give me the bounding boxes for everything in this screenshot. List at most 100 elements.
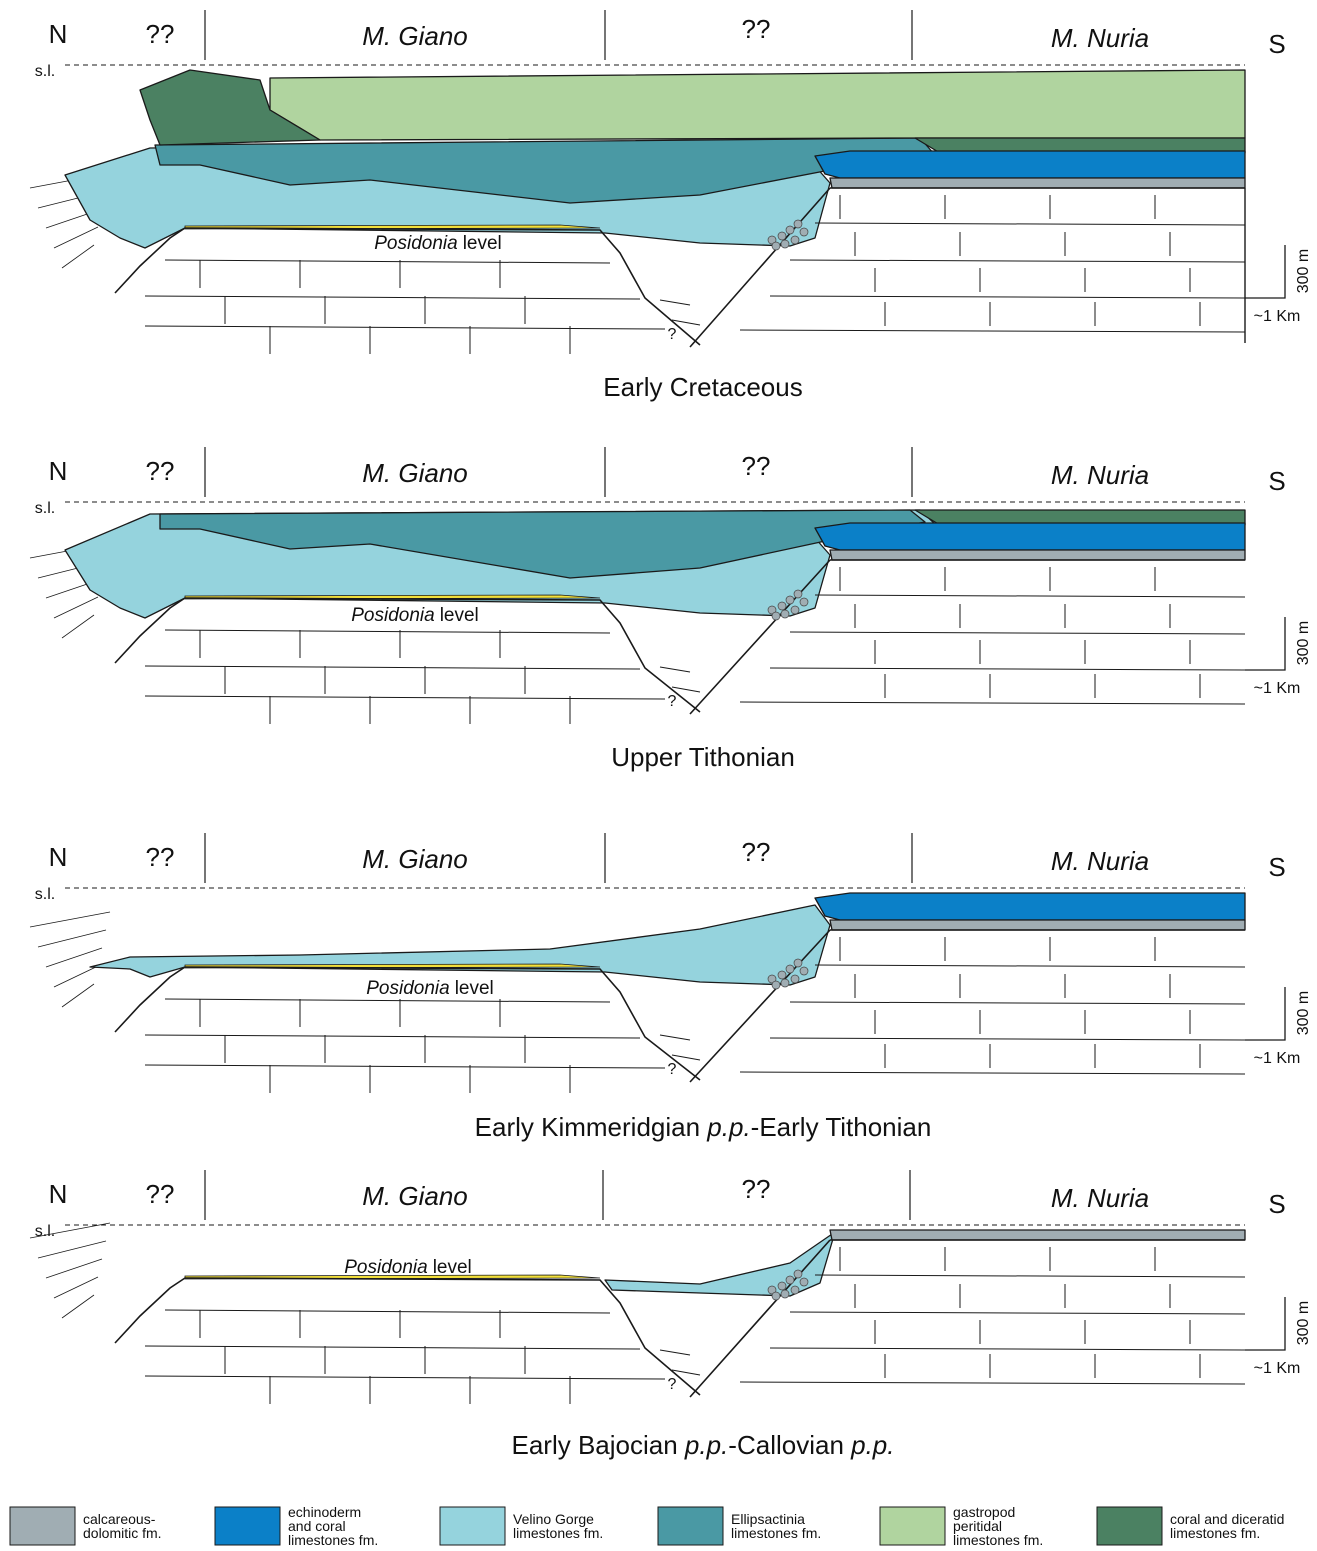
south-label: S (1268, 466, 1285, 496)
pebble (777, 970, 787, 980)
title-part: p.p. (706, 1112, 750, 1142)
pebble (777, 1281, 787, 1291)
rock-unit (829, 919, 1246, 931)
title-part: p.p. (684, 1430, 728, 1460)
title-part: -Callovian (728, 1430, 851, 1460)
scale-horizontal: ~1 Km (1254, 1360, 1301, 1377)
panel-title: Early Kimmeridgian p.p.-Early Tithonian (475, 1112, 932, 1142)
title-part: Early Cretaceous (603, 372, 802, 402)
line (53, 596, 99, 619)
legend-swatch (214, 1506, 281, 1546)
rock-unit (829, 1229, 1246, 1241)
line (789, 1001, 1246, 1005)
line (53, 226, 99, 249)
rock-unit (829, 177, 1246, 189)
line (144, 1375, 666, 1380)
line (61, 614, 95, 639)
pebble (790, 605, 800, 615)
scale-vertical: 300 m (1295, 1301, 1312, 1345)
line (53, 965, 99, 988)
line (739, 329, 1246, 333)
legend-label: limestones fm. (288, 1532, 378, 1546)
legend-swatch (879, 1506, 946, 1546)
line (144, 1064, 666, 1069)
massif-label: M. Giano (362, 1181, 468, 1211)
sea-level-label: s.l. (35, 1223, 55, 1240)
posidonia-label: Posidonia level (366, 978, 494, 999)
line (37, 929, 107, 948)
line (164, 629, 611, 634)
pebble (780, 978, 790, 988)
line (144, 295, 641, 300)
line (659, 299, 691, 306)
title-part: p.p. (850, 1430, 894, 1460)
line (164, 1309, 611, 1314)
pebble (799, 966, 809, 976)
line (659, 1034, 691, 1041)
rock-unit (159, 509, 926, 579)
scale-horizontal: ~1 Km (1254, 680, 1301, 697)
line (114, 1277, 701, 1396)
south-label: S (1268, 29, 1285, 59)
line (144, 665, 641, 670)
legend-label: limestones fm. (1170, 1525, 1260, 1541)
line (671, 686, 701, 693)
line (144, 1345, 641, 1350)
line (769, 295, 1246, 299)
sea-level-label: s.l. (35, 500, 55, 517)
rock-unit (154, 137, 936, 204)
question-mark: ? (668, 693, 677, 710)
line (61, 244, 95, 269)
line (45, 947, 103, 968)
rock-unit (829, 549, 1246, 561)
legend-swatch (1096, 1506, 1163, 1546)
massif-label: M. Giano (362, 21, 468, 51)
pebble (793, 1269, 803, 1279)
line (739, 701, 1246, 705)
massif-label: M. Nuria (1051, 1183, 1149, 1213)
panel-title: Early Cretaceous (603, 372, 802, 402)
legend-swatch (439, 1506, 506, 1546)
line (671, 1369, 701, 1376)
line (29, 1222, 111, 1239)
massif-label: M. Giano (362, 844, 468, 874)
scale-vertical: 300 m (1295, 621, 1312, 665)
pebble (793, 589, 803, 599)
legend-label: echinoderm (288, 1504, 361, 1520)
line (689, 187, 831, 348)
line (114, 227, 701, 346)
line (1245, 987, 1286, 1041)
line (814, 1274, 1246, 1278)
pebble (771, 980, 781, 990)
line (689, 929, 831, 1083)
line (789, 259, 1246, 263)
legend-swatch (657, 1506, 724, 1546)
legend-label: gastropod (953, 1504, 1015, 1520)
posidonia-label: Posidonia level (344, 1257, 472, 1278)
scale-horizontal: ~1 Km (1254, 1050, 1301, 1067)
line (114, 966, 701, 1081)
unknown-label: ?? (742, 14, 771, 44)
legend-label: dolomitic fm. (83, 1525, 162, 1541)
line (164, 259, 611, 264)
line (769, 1347, 1246, 1351)
legend-label: limestones fm. (953, 1532, 1043, 1546)
unknown-label: ?? (146, 456, 175, 486)
pebble (785, 595, 795, 605)
legend-label: and coral (288, 1518, 346, 1534)
sea-level-label: s.l. (35, 63, 55, 80)
pebble (771, 241, 781, 251)
pebble (777, 601, 787, 611)
posidonia-name: Posidonia (344, 1257, 427, 1278)
pebble (767, 974, 777, 984)
pebble (767, 1285, 777, 1295)
massif-label: M. Nuria (1051, 23, 1149, 53)
rock-unit (89, 904, 831, 986)
line (29, 911, 111, 928)
north-label: N (49, 456, 68, 486)
pebble (799, 597, 809, 607)
panel-title: Upper Tithonian (611, 742, 795, 772)
line (1245, 617, 1286, 671)
line (164, 998, 611, 1003)
